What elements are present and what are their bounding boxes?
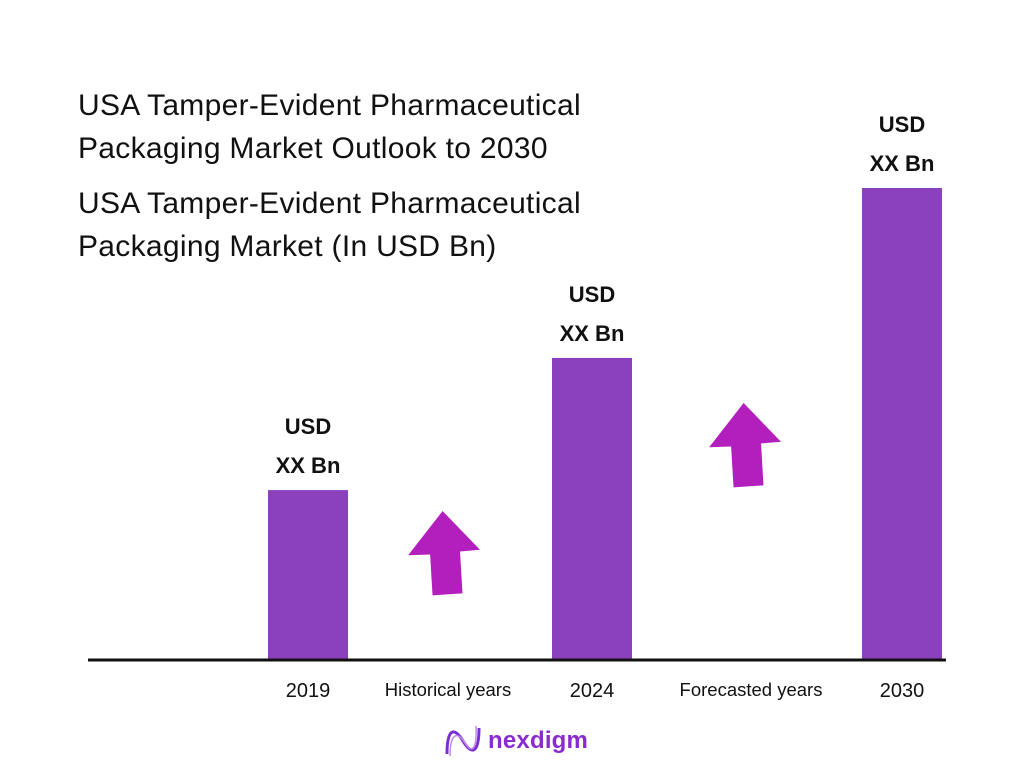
brand-name: nexdigm	[488, 727, 589, 754]
x-tick-label: 2030	[880, 680, 925, 702]
data-label: USD	[285, 414, 331, 439]
bar-2019	[268, 490, 348, 660]
x-tick-label: 2019	[286, 680, 331, 702]
data-label: XX Bn	[870, 151, 935, 176]
x-tick-label: 2024	[570, 680, 615, 702]
period-annotation: Forecasted years	[680, 679, 823, 700]
bar-2024	[552, 357, 632, 660]
nexdigm-logo: nexdigm	[444, 724, 588, 758]
nexdigm-wave-icon	[445, 725, 481, 757]
data-label: USD	[879, 112, 925, 137]
data-label: XX Bn	[560, 321, 625, 346]
data-label: USD	[569, 282, 615, 307]
bar-2030	[862, 188, 942, 660]
data-label: XX Bn	[276, 453, 341, 478]
period-annotation: Historical years	[385, 679, 511, 700]
growth-arrow-icon	[709, 403, 781, 488]
chart-subtitle: USA Tamper-Evident Pharmaceutical Packag…	[78, 187, 581, 263]
chart-title: USA Tamper-Evident Pharmaceutical Packag…	[78, 89, 581, 165]
growth-arrow-icon	[408, 511, 480, 596]
